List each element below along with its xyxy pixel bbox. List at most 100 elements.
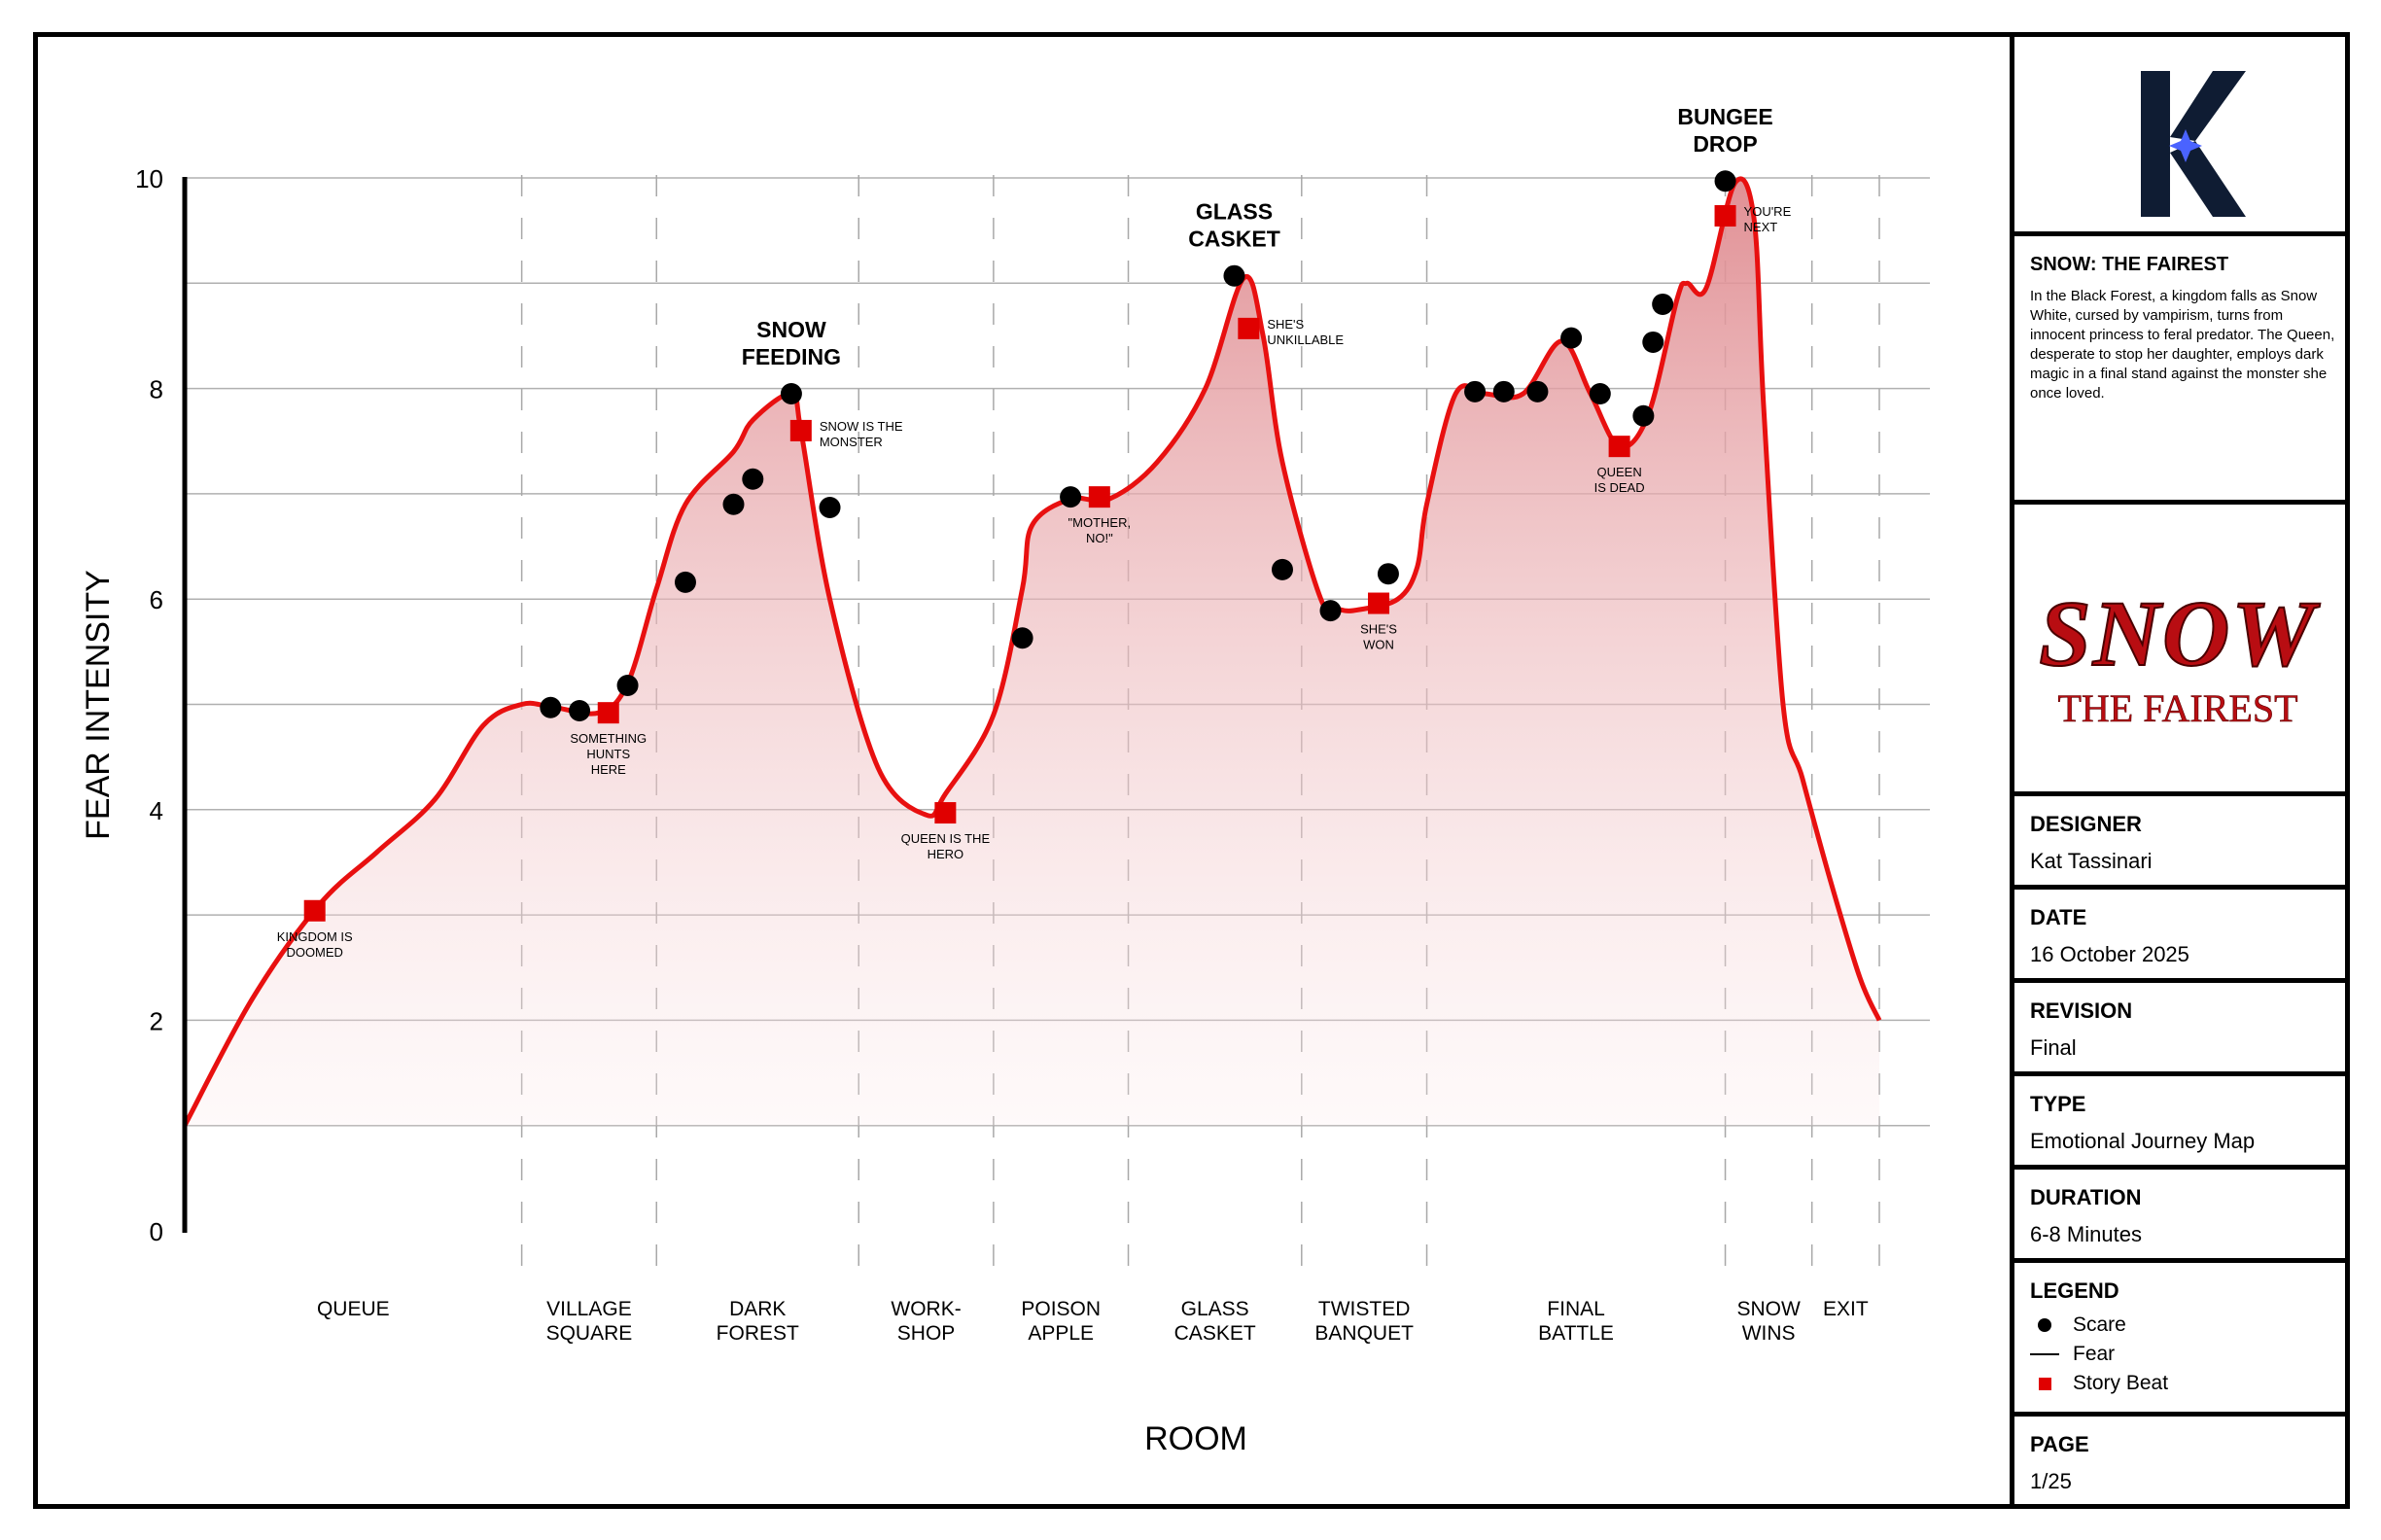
scare-point: [1060, 486, 1082, 508]
map-description: In the Black Forest, a kingdom falls as …: [2030, 288, 2335, 402]
room-label: WINS: [1742, 1322, 1796, 1345]
type-cell: TYPE Emotional Journey Map: [2014, 1076, 2350, 1170]
legend-item-scare: Scare: [2030, 1313, 2126, 1337]
story-beat-label: SNOW IS THE: [820, 419, 903, 434]
peak-title: SNOW: [756, 317, 826, 342]
scare-point: [742, 468, 764, 490]
scare-point: [1011, 627, 1033, 649]
scare-point: [540, 696, 562, 718]
y-tick-label: 6: [150, 585, 163, 614]
revision-label: REVISION: [2030, 998, 2133, 1023]
poster-cell: SNOW THE FAIREST: [2014, 505, 2350, 796]
scare-point: [1642, 331, 1664, 353]
story-beat-label: NO!": [1086, 531, 1113, 545]
story-beat-label: DOOMED: [286, 945, 343, 960]
scare-point: [1492, 380, 1515, 402]
story-beat-label: WON: [1363, 638, 1394, 652]
story-beat-label: IS DEAD: [1594, 480, 1645, 495]
story-beat-label: "MOTHER,: [1068, 515, 1132, 530]
y-tick-label: 0: [150, 1217, 163, 1246]
peak-title: DROP: [1693, 131, 1757, 157]
scare-dot-icon: [2038, 1318, 2051, 1332]
story-beat-point: [1238, 317, 1260, 339]
x-axis-title: ROOM: [1144, 1420, 1247, 1457]
scare-point: [569, 699, 591, 721]
room-label: DARK: [729, 1298, 786, 1320]
page-label: PAGE: [2030, 1432, 2089, 1456]
y-tick-label: 2: [150, 1006, 163, 1035]
room-label: QUEUE: [317, 1298, 390, 1320]
logo-icon: [2141, 71, 2246, 217]
room-label: SHOP: [897, 1322, 956, 1345]
scare-points: [540, 170, 1736, 721]
story-beat-label: SHE'S: [1360, 622, 1397, 637]
story-beat-points: [303, 204, 1736, 922]
revision-value: Final: [2030, 1035, 2077, 1060]
type-value: Emotional Journey Map: [2030, 1129, 2256, 1153]
description-cell: SNOW: THE FAIREST In the Black Forest, a…: [2014, 236, 2350, 505]
fear-area: [185, 178, 1879, 1126]
story-beat-point: [597, 702, 619, 724]
story-beat-point: [1714, 204, 1736, 227]
room-label: SNOW: [1736, 1298, 1801, 1320]
peak-title: BUNGEE: [1677, 104, 1772, 129]
designer-cell: DESIGNER Kat Tassinari: [2014, 796, 2350, 890]
story-beat-square-icon: [2038, 1377, 2051, 1390]
legend-fear-label: Fear: [2073, 1343, 2116, 1365]
scare-point: [1589, 383, 1611, 405]
page-frame: [33, 32, 2350, 1509]
story-beat-label: SOMETHING: [570, 731, 647, 746]
date-label: DATE: [2030, 905, 2087, 929]
room-label: APPLE: [1028, 1322, 1094, 1345]
room-label: EXIT: [1823, 1298, 1869, 1320]
scare-point: [1632, 404, 1655, 427]
room-label: FOREST: [717, 1322, 799, 1345]
room-label: SQUARE: [546, 1322, 633, 1345]
date-cell: DATE 16 October 2025: [2014, 890, 2350, 983]
room-label: TWISTED: [1318, 1298, 1411, 1320]
legend-item-story-beat: Story Beat: [2030, 1372, 2168, 1395]
scare-point: [1377, 563, 1399, 585]
designer-label: DESIGNER: [2030, 812, 2142, 836]
room-label: BANQUET: [1314, 1322, 1414, 1345]
story-beat-label: YOU'RE: [1744, 204, 1792, 219]
scare-point: [1652, 293, 1674, 315]
story-beat-label: HERO: [928, 847, 964, 861]
legend-cell: LEGEND Scare Fear Story Beat: [2014, 1263, 2350, 1417]
peak-title: FEEDING: [742, 344, 841, 369]
poster-logo-icon: SNOW THE FAIREST: [2038, 580, 2319, 730]
fear-area-fill: [185, 178, 1879, 1126]
fear-line-icon: [2030, 1353, 2059, 1355]
revision-cell: REVISION Final: [2014, 983, 2350, 1076]
map-title: SNOW: THE FAIREST: [2030, 254, 2229, 275]
y-tick-label: 10: [135, 164, 163, 193]
scare-point: [1714, 170, 1736, 192]
duration-label: DURATION: [2030, 1185, 2142, 1209]
duration-cell: DURATION 6-8 Minutes: [2014, 1170, 2350, 1263]
story-beat-label: HUNTS: [586, 747, 630, 761]
info-panel: SNOW: THE FAIREST In the Black Forest, a…: [2010, 32, 2350, 1509]
scare-point: [1223, 264, 1245, 287]
legend-item-fear: Fear: [2030, 1343, 2115, 1366]
story-beat-label: QUEEN: [1596, 465, 1641, 479]
story-beat-label: MONSTER: [820, 435, 883, 449]
room-label: VILLAGE: [546, 1298, 632, 1320]
story-beat-point: [1368, 592, 1390, 614]
story-beat-label: NEXT: [1744, 220, 1778, 234]
poster-title-sub: THE FAIREST: [2057, 686, 2297, 730]
legend-label: LEGEND: [2030, 1278, 2119, 1303]
scare-point: [780, 383, 802, 405]
y-tick-label: 4: [150, 796, 163, 825]
room-label: GLASS: [1181, 1298, 1249, 1320]
logo-cell: [2014, 32, 2350, 236]
legend-story-beat-label: Story Beat: [2073, 1372, 2169, 1394]
page-value: 1/25: [2030, 1469, 2072, 1493]
story-beat-point: [1088, 486, 1110, 508]
peak-title: GLASS: [1196, 199, 1273, 225]
story-beat-point: [303, 899, 326, 922]
scare-point: [674, 571, 696, 593]
room-label: BATTLE: [1538, 1322, 1614, 1345]
room-label: POISON: [1021, 1298, 1101, 1320]
y-tick-label: 8: [150, 375, 163, 404]
